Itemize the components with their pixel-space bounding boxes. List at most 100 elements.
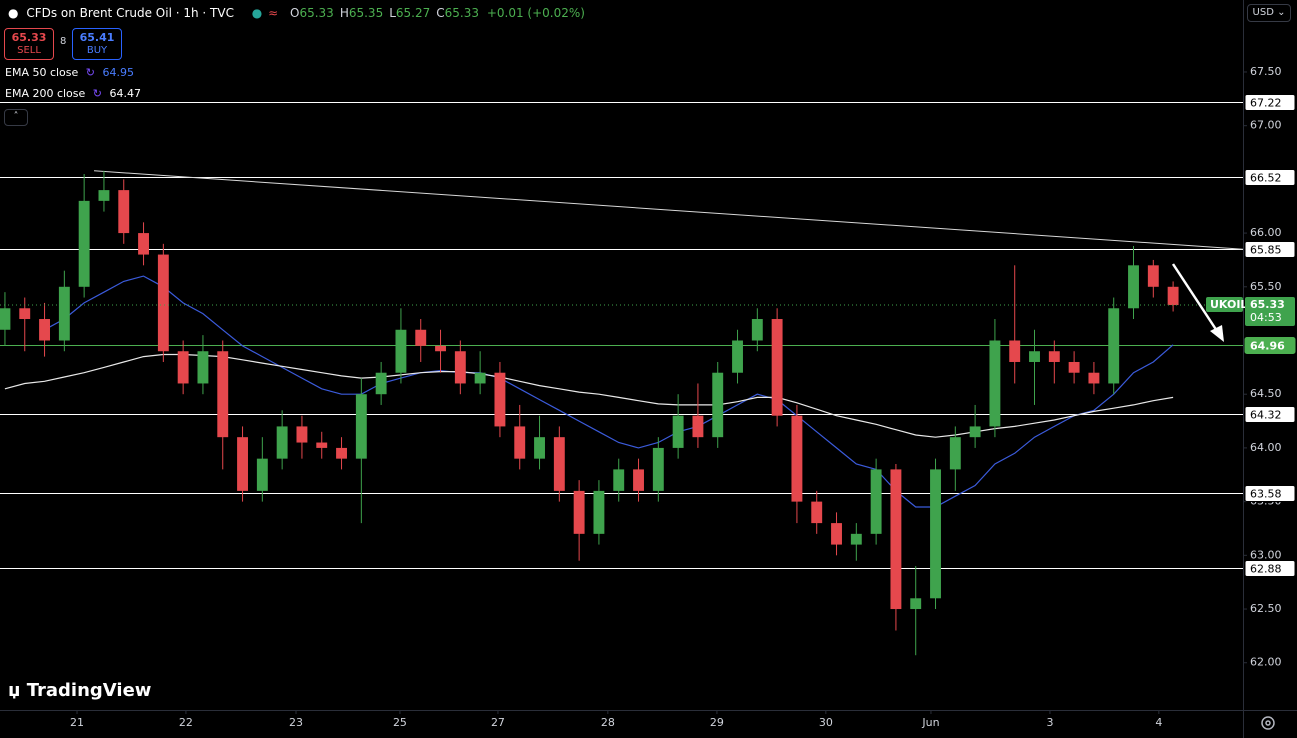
last-price-bg: [1245, 297, 1295, 327]
candle-body: [98, 190, 110, 201]
ema-line: [44, 275, 1174, 508]
candle-body: [1088, 372, 1100, 384]
y-tick-label: 64.50: [1250, 387, 1282, 400]
level-label-bg: [1244, 406, 1296, 423]
y-tick-label: 62.00: [1250, 656, 1282, 669]
candle-body: [494, 372, 506, 427]
ohlc-label: O: [290, 6, 300, 20]
x-tick-label: 25: [393, 716, 407, 729]
logo: џ TradingView: [8, 680, 151, 701]
y-tick-label: 65.50: [1250, 280, 1282, 293]
buy-label: BUY: [86, 45, 108, 56]
candle-body: [276, 426, 288, 459]
candle-body: [138, 233, 149, 255]
market-icon: ≈: [268, 6, 279, 20]
candle-body: [1108, 308, 1120, 384]
drop-icon: ●: [8, 6, 19, 20]
level-label-bg: [1244, 94, 1296, 111]
buy-button[interactable]: 65.41 BUY: [72, 28, 122, 60]
y-tick-label: 63.00: [1250, 548, 1282, 561]
y-tick-label: 64.00: [1250, 441, 1282, 454]
candle-body: [1167, 286, 1179, 306]
arrow: [1171, 263, 1219, 332]
header: ● CFDs on Brent Crude Oil · 1h · TVC ● ≈…: [8, 6, 585, 20]
ohlc-label: L: [389, 6, 396, 20]
symbol-label: UKOIL: [1210, 298, 1247, 311]
candle-body: [751, 319, 763, 341]
candle-body: [0, 308, 11, 330]
candle-body: [633, 469, 644, 491]
candle-body: [78, 200, 90, 287]
trendline: [94, 170, 1244, 250]
y-tick-label: 62.50: [1250, 602, 1282, 615]
candle-body: [256, 458, 268, 491]
level-label: 64.32: [1250, 409, 1282, 422]
candle-body: [296, 426, 308, 443]
candle-body: [613, 469, 625, 491]
legend-label: EMA 50 close: [5, 66, 79, 79]
level-label: 65.85: [1250, 244, 1282, 257]
candle-body: [910, 598, 922, 610]
level-label: 63.58: [1250, 488, 1282, 501]
candle-body: [118, 190, 130, 234]
legend-icon: ↻: [85, 66, 96, 79]
candle-body: [197, 351, 209, 384]
x-tick-label: 29: [710, 716, 724, 729]
candle-body: [652, 447, 664, 491]
status-dot: ●: [251, 6, 263, 20]
candle-body: [395, 329, 407, 373]
candle-body: [58, 286, 70, 341]
settings-icon[interactable]: [1261, 716, 1275, 730]
change: +0.01 (+0.02%): [486, 6, 585, 20]
sell-label: SELL: [17, 45, 41, 56]
x-tick-label: 23: [289, 716, 303, 729]
ohlc-value: 65.33: [444, 6, 479, 20]
candle-body: [1068, 361, 1080, 373]
candle-body: [771, 319, 783, 416]
legend-icon: ↻: [92, 87, 103, 100]
x-tick-label: 22: [179, 716, 193, 729]
candle-body: [949, 437, 961, 470]
candle-body: [593, 490, 605, 534]
collapse-button[interactable]: ˄: [4, 109, 28, 126]
x-tick-label: Jun: [921, 716, 939, 729]
candle-body: [39, 319, 50, 341]
candle-body: [177, 351, 189, 384]
candle-body: [316, 442, 328, 448]
legend-ema200: EMA 200 close ↻ 64.47: [5, 87, 141, 100]
candle-body: [553, 437, 565, 491]
y-tick-label: 66.00: [1250, 226, 1282, 239]
legend-value: 64.95: [102, 66, 135, 79]
ohlc-value: 65.27: [395, 6, 431, 20]
y-tick-label: 67.50: [1250, 65, 1282, 78]
x-tick-label: 21: [70, 716, 84, 729]
x-tick-label: 28: [601, 716, 615, 729]
buy-price: 65.41: [79, 31, 115, 44]
level-label-bg: [1244, 560, 1296, 577]
ohlc-value: 65.33: [299, 6, 334, 20]
settings-icon-center: [1265, 720, 1271, 726]
level-label: 67.22: [1250, 97, 1282, 110]
spread: 8: [60, 36, 67, 47]
candle-body: [712, 372, 724, 438]
level-label: 66.52: [1250, 172, 1282, 185]
sell-button[interactable]: 65.33 SELL: [4, 28, 54, 60]
currency-button[interactable]: USD ⌄: [1247, 4, 1291, 22]
candle-body: [534, 437, 545, 459]
ohlc-label: H: [339, 6, 349, 20]
candle-body: [1009, 340, 1021, 362]
x-tick-label: 3: [1046, 716, 1053, 729]
candle-body: [336, 447, 347, 459]
arrow-head: [1210, 325, 1224, 342]
last-price-label: 65.33: [1250, 298, 1285, 311]
ohlc-label: C: [436, 6, 445, 20]
candle-body: [1048, 351, 1060, 362]
candle-body: [19, 308, 31, 320]
level-label-bg: [1244, 241, 1296, 258]
candle-body: [474, 372, 486, 384]
level-label-bg: [1244, 485, 1296, 502]
candle-body: [890, 469, 902, 610]
level-label: 64.96: [1250, 340, 1285, 353]
logo-mark: џ: [8, 680, 21, 701]
